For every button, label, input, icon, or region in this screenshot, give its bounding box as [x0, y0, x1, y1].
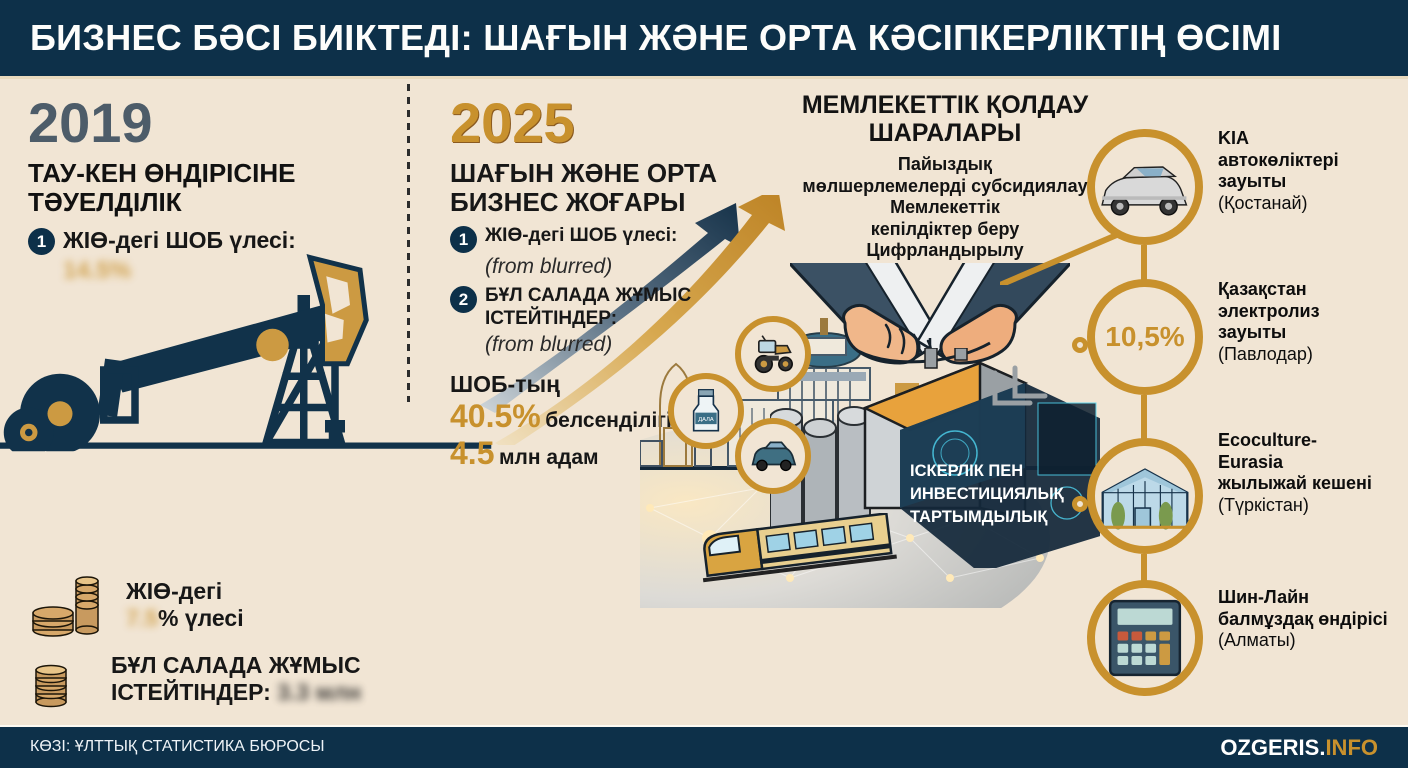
svg-text:ІСКЕРЛІК ПЕН: ІСКЕРЛІК ПЕН [910, 462, 1023, 480]
svg-text:ТАРТЫМДЫЛЫҚ: ТАРТЫМДЫЛЫҚ [910, 508, 1047, 526]
svg-text:ДАЛА: ДАЛА [698, 417, 714, 423]
svg-text:ИНВЕСТИЦИЯЛЫҚ: ИНВЕСТИЦИЯЛЫҚ [910, 485, 1064, 503]
